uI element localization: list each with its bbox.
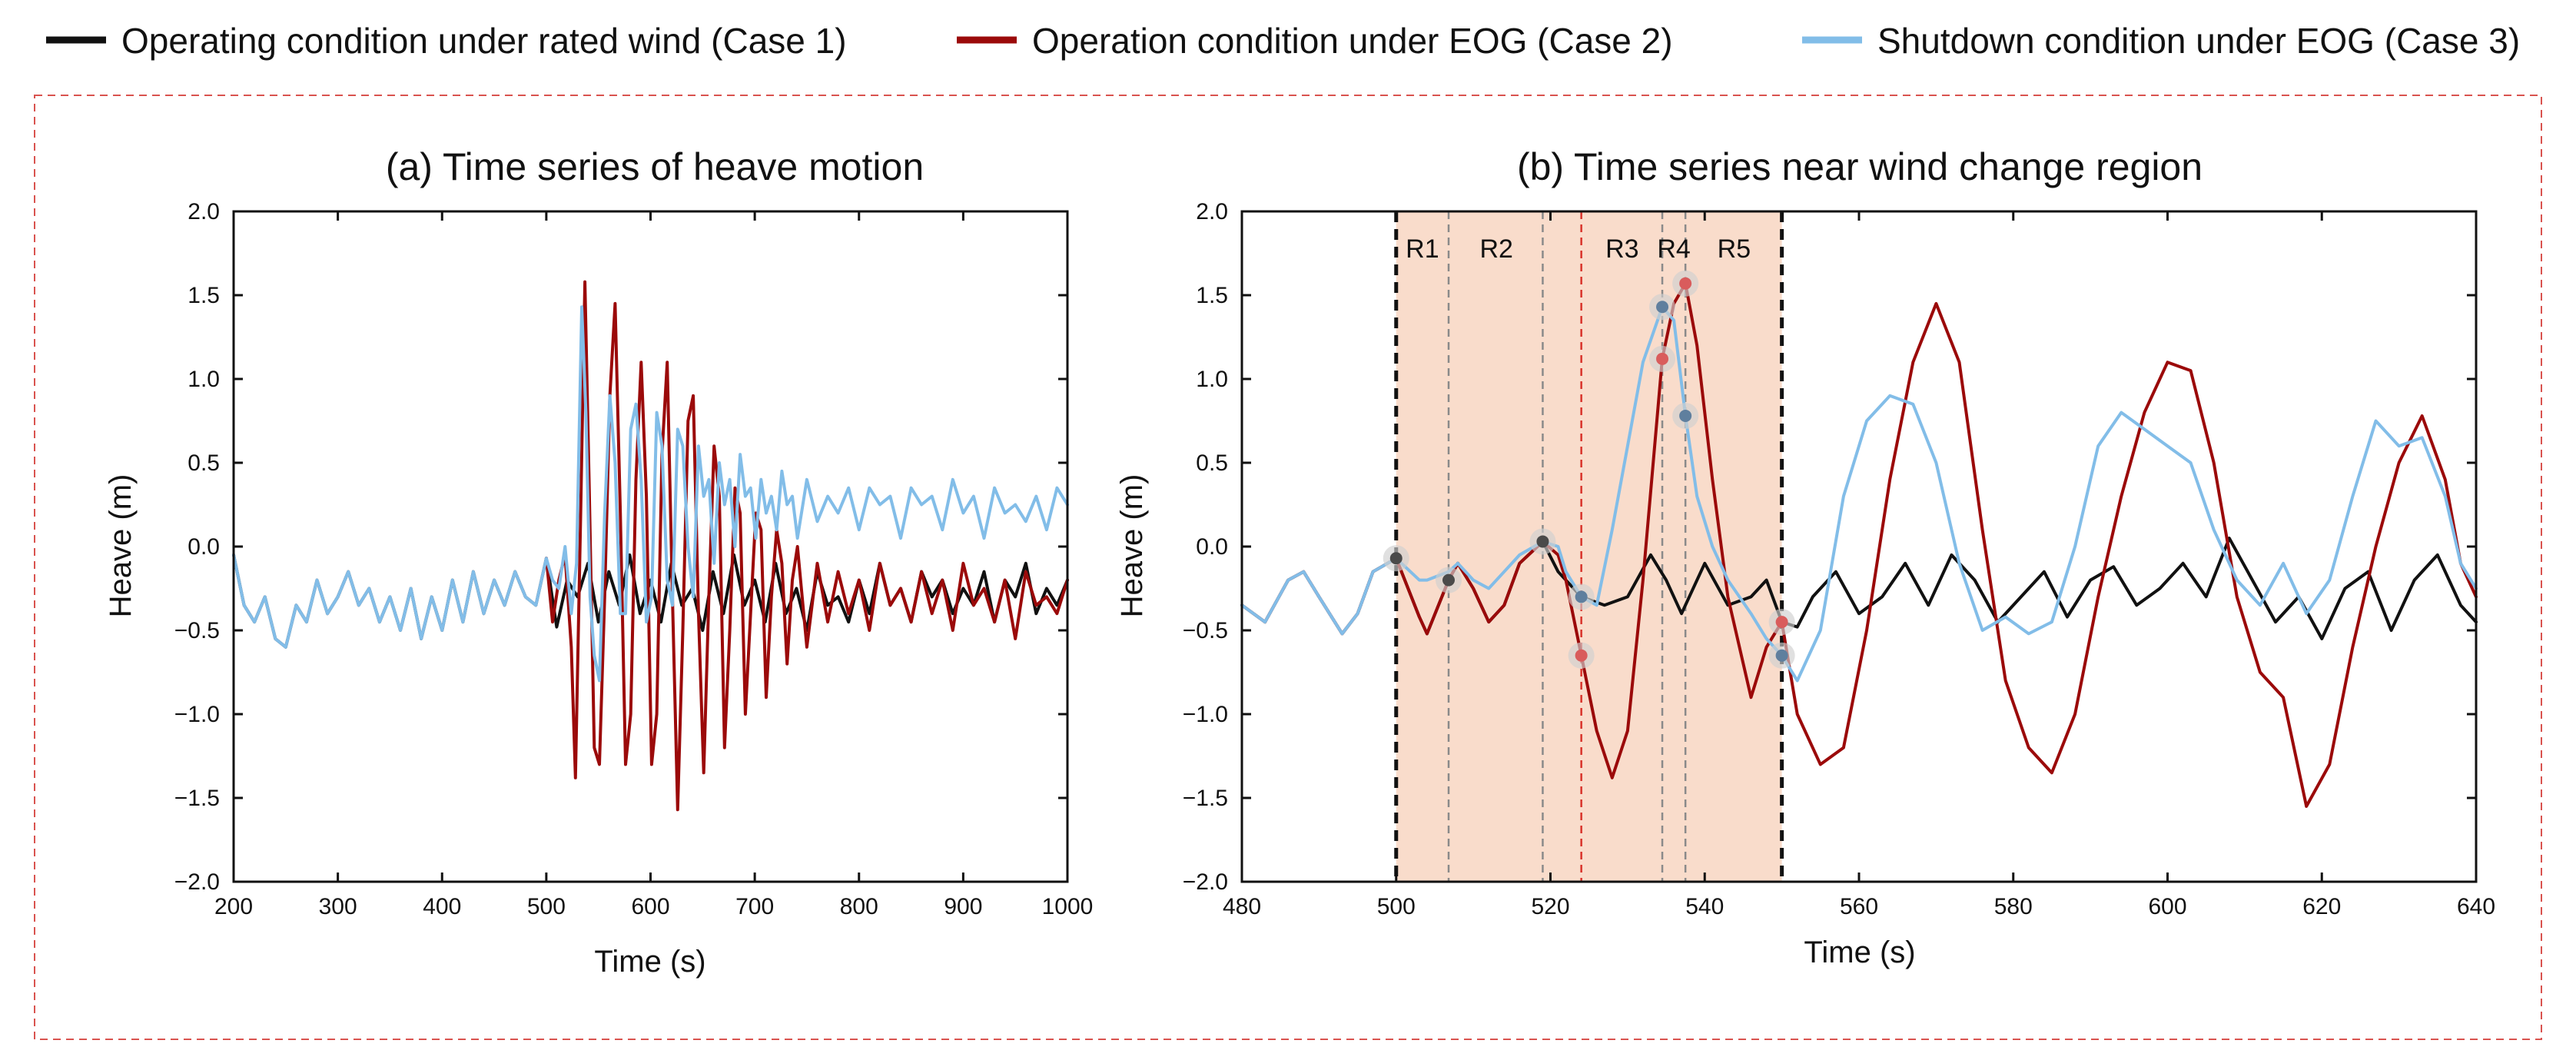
panel-b-marker-10 bbox=[1775, 649, 1788, 662]
panel-a-ylabel: Heave (m) bbox=[104, 474, 138, 618]
panel-b-ytick-label-2: −1.0 bbox=[1183, 702, 1228, 727]
panel-b-xtick-label-4: 560 bbox=[1840, 894, 1878, 919]
panel-b: (b) Time series near wind change region … bbox=[1115, 145, 2495, 969]
panel-a-ytick-label-1: −1.5 bbox=[174, 786, 220, 811]
panel-a-xtick-label-1: 300 bbox=[319, 894, 357, 919]
panel-a-ytick-label-7: 1.5 bbox=[188, 283, 220, 308]
panel-a-series-case3 bbox=[232, 305, 1069, 683]
panel-b-xtick-label-2: 520 bbox=[1531, 894, 1569, 919]
panel-b-marker-6 bbox=[1656, 352, 1669, 365]
panel-b-marker-2 bbox=[1536, 535, 1549, 548]
panel-b-xtick-label-5: 580 bbox=[1994, 894, 2033, 919]
panel-a-ytick-label-6: 1.0 bbox=[188, 367, 220, 392]
panel-b-marker-8 bbox=[1679, 409, 1692, 422]
panel-a-xlabel: Time (s) bbox=[594, 945, 705, 979]
panel-a-xtick-label-0: 200 bbox=[214, 894, 253, 919]
panel-a-xtick-label-7: 900 bbox=[944, 894, 982, 919]
panel-b-ytick-label-3: −0.5 bbox=[1183, 618, 1228, 643]
panel-a-xtick-label-4: 600 bbox=[631, 894, 669, 919]
panel-b-title: (b) Time series near wind change region bbox=[1517, 145, 2203, 188]
panel-a-xtick-label-6: 800 bbox=[840, 894, 878, 919]
panel-a-ytick-label-3: −0.5 bbox=[174, 618, 220, 643]
panel-b-ytick-label-5: 0.5 bbox=[1196, 450, 1228, 476]
panel-a-ytick-label-4: 0.0 bbox=[188, 534, 220, 560]
panel-a-xtick-label-3: 500 bbox=[527, 894, 566, 919]
panel-b-ytick-label-6: 1.0 bbox=[1196, 367, 1228, 392]
panel-a: (a) Time series of heave motion 200 300 40… bbox=[104, 145, 1093, 979]
panel-a-axes-frame bbox=[232, 210, 1069, 883]
panel-b-ytick-label-7: 1.5 bbox=[1196, 283, 1228, 308]
panel-a-ytick-label-8: 2.0 bbox=[188, 199, 220, 224]
panel-b-region-label-4: R5 bbox=[1718, 234, 1751, 264]
panel-a-title: (a) Time series of heave motion bbox=[386, 145, 924, 188]
legend-label-case3: Shutdown condition under EOG (Case 3) bbox=[1877, 21, 2520, 61]
panel-b-shaded-region bbox=[1396, 211, 1782, 882]
panel-b-marker-3 bbox=[1575, 590, 1588, 603]
panel-b-marker-7 bbox=[1679, 277, 1692, 290]
legend-label-case1: Operating condition under rated wind (Ca… bbox=[121, 21, 847, 61]
panel-a-xtick-label-2: 400 bbox=[423, 894, 461, 919]
panel-b-xtick-label-8: 640 bbox=[2457, 894, 2495, 919]
panel-b-region-label-3: R4 bbox=[1657, 234, 1690, 264]
panel-a-xtick-label-8: 1000 bbox=[1042, 894, 1094, 919]
panel-b-marker-1 bbox=[1442, 573, 1456, 587]
panel-b-marker-4 bbox=[1575, 649, 1588, 662]
panel-b-marker-0 bbox=[1389, 552, 1403, 565]
panel-b-region-label-2: R3 bbox=[1605, 234, 1638, 264]
panel-b-plot: R1 R2 R3 R4 R5 480 500 520 540 560 580 600 620 640 −2.… bbox=[1183, 199, 2495, 919]
panel-b-xlabel: Time (s) bbox=[1804, 936, 1915, 969]
panel-a-series-case2 bbox=[544, 280, 1069, 812]
panel-b-ytick-label-0: −2.0 bbox=[1183, 869, 1228, 895]
panel-b-series-case2 bbox=[1240, 281, 2478, 808]
panel-b-xtick-label-7: 620 bbox=[2302, 894, 2341, 919]
panel-b-xtick-label-1: 500 bbox=[1377, 894, 1416, 919]
panel-b-ytick-label-4: 0.0 bbox=[1196, 534, 1228, 560]
panel-a-plot: 200 300 400 500 600 700 800 900 1000 −2.0 −1.5 −1.0… bbox=[174, 199, 1094, 919]
panel-b-ytick-label-1: −1.5 bbox=[1183, 786, 1228, 811]
panel-b-xtick-label-6: 600 bbox=[2148, 894, 2186, 919]
panel-b-region-label-0: R1 bbox=[1406, 234, 1439, 264]
panel-b-marker-5 bbox=[1656, 301, 1669, 314]
panel-a-ytick-label-5: 0.5 bbox=[188, 450, 220, 476]
panel-b-xtick-label-0: 480 bbox=[1223, 894, 1261, 919]
panel-b-ytick-label-8: 2.0 bbox=[1196, 199, 1228, 224]
panel-b-region-label-1: R2 bbox=[1480, 234, 1513, 264]
legend-label-case2: Operation condition under EOG (Case 2) bbox=[1032, 21, 1673, 61]
legend: Operating condition under rated wind (Ca… bbox=[46, 21, 2520, 61]
panel-b-xtick-label-3: 540 bbox=[1685, 894, 1724, 919]
panel-b-ylabel: Heave (m) bbox=[1115, 474, 1149, 618]
figure-frame bbox=[34, 95, 2542, 1040]
panel-a-xtick-label-5: 700 bbox=[735, 894, 774, 919]
panel-b-marker-9 bbox=[1775, 616, 1788, 629]
panel-a-ytick-label-0: −2.0 bbox=[174, 869, 220, 895]
panel-a-ytick-label-2: −1.0 bbox=[174, 702, 220, 727]
